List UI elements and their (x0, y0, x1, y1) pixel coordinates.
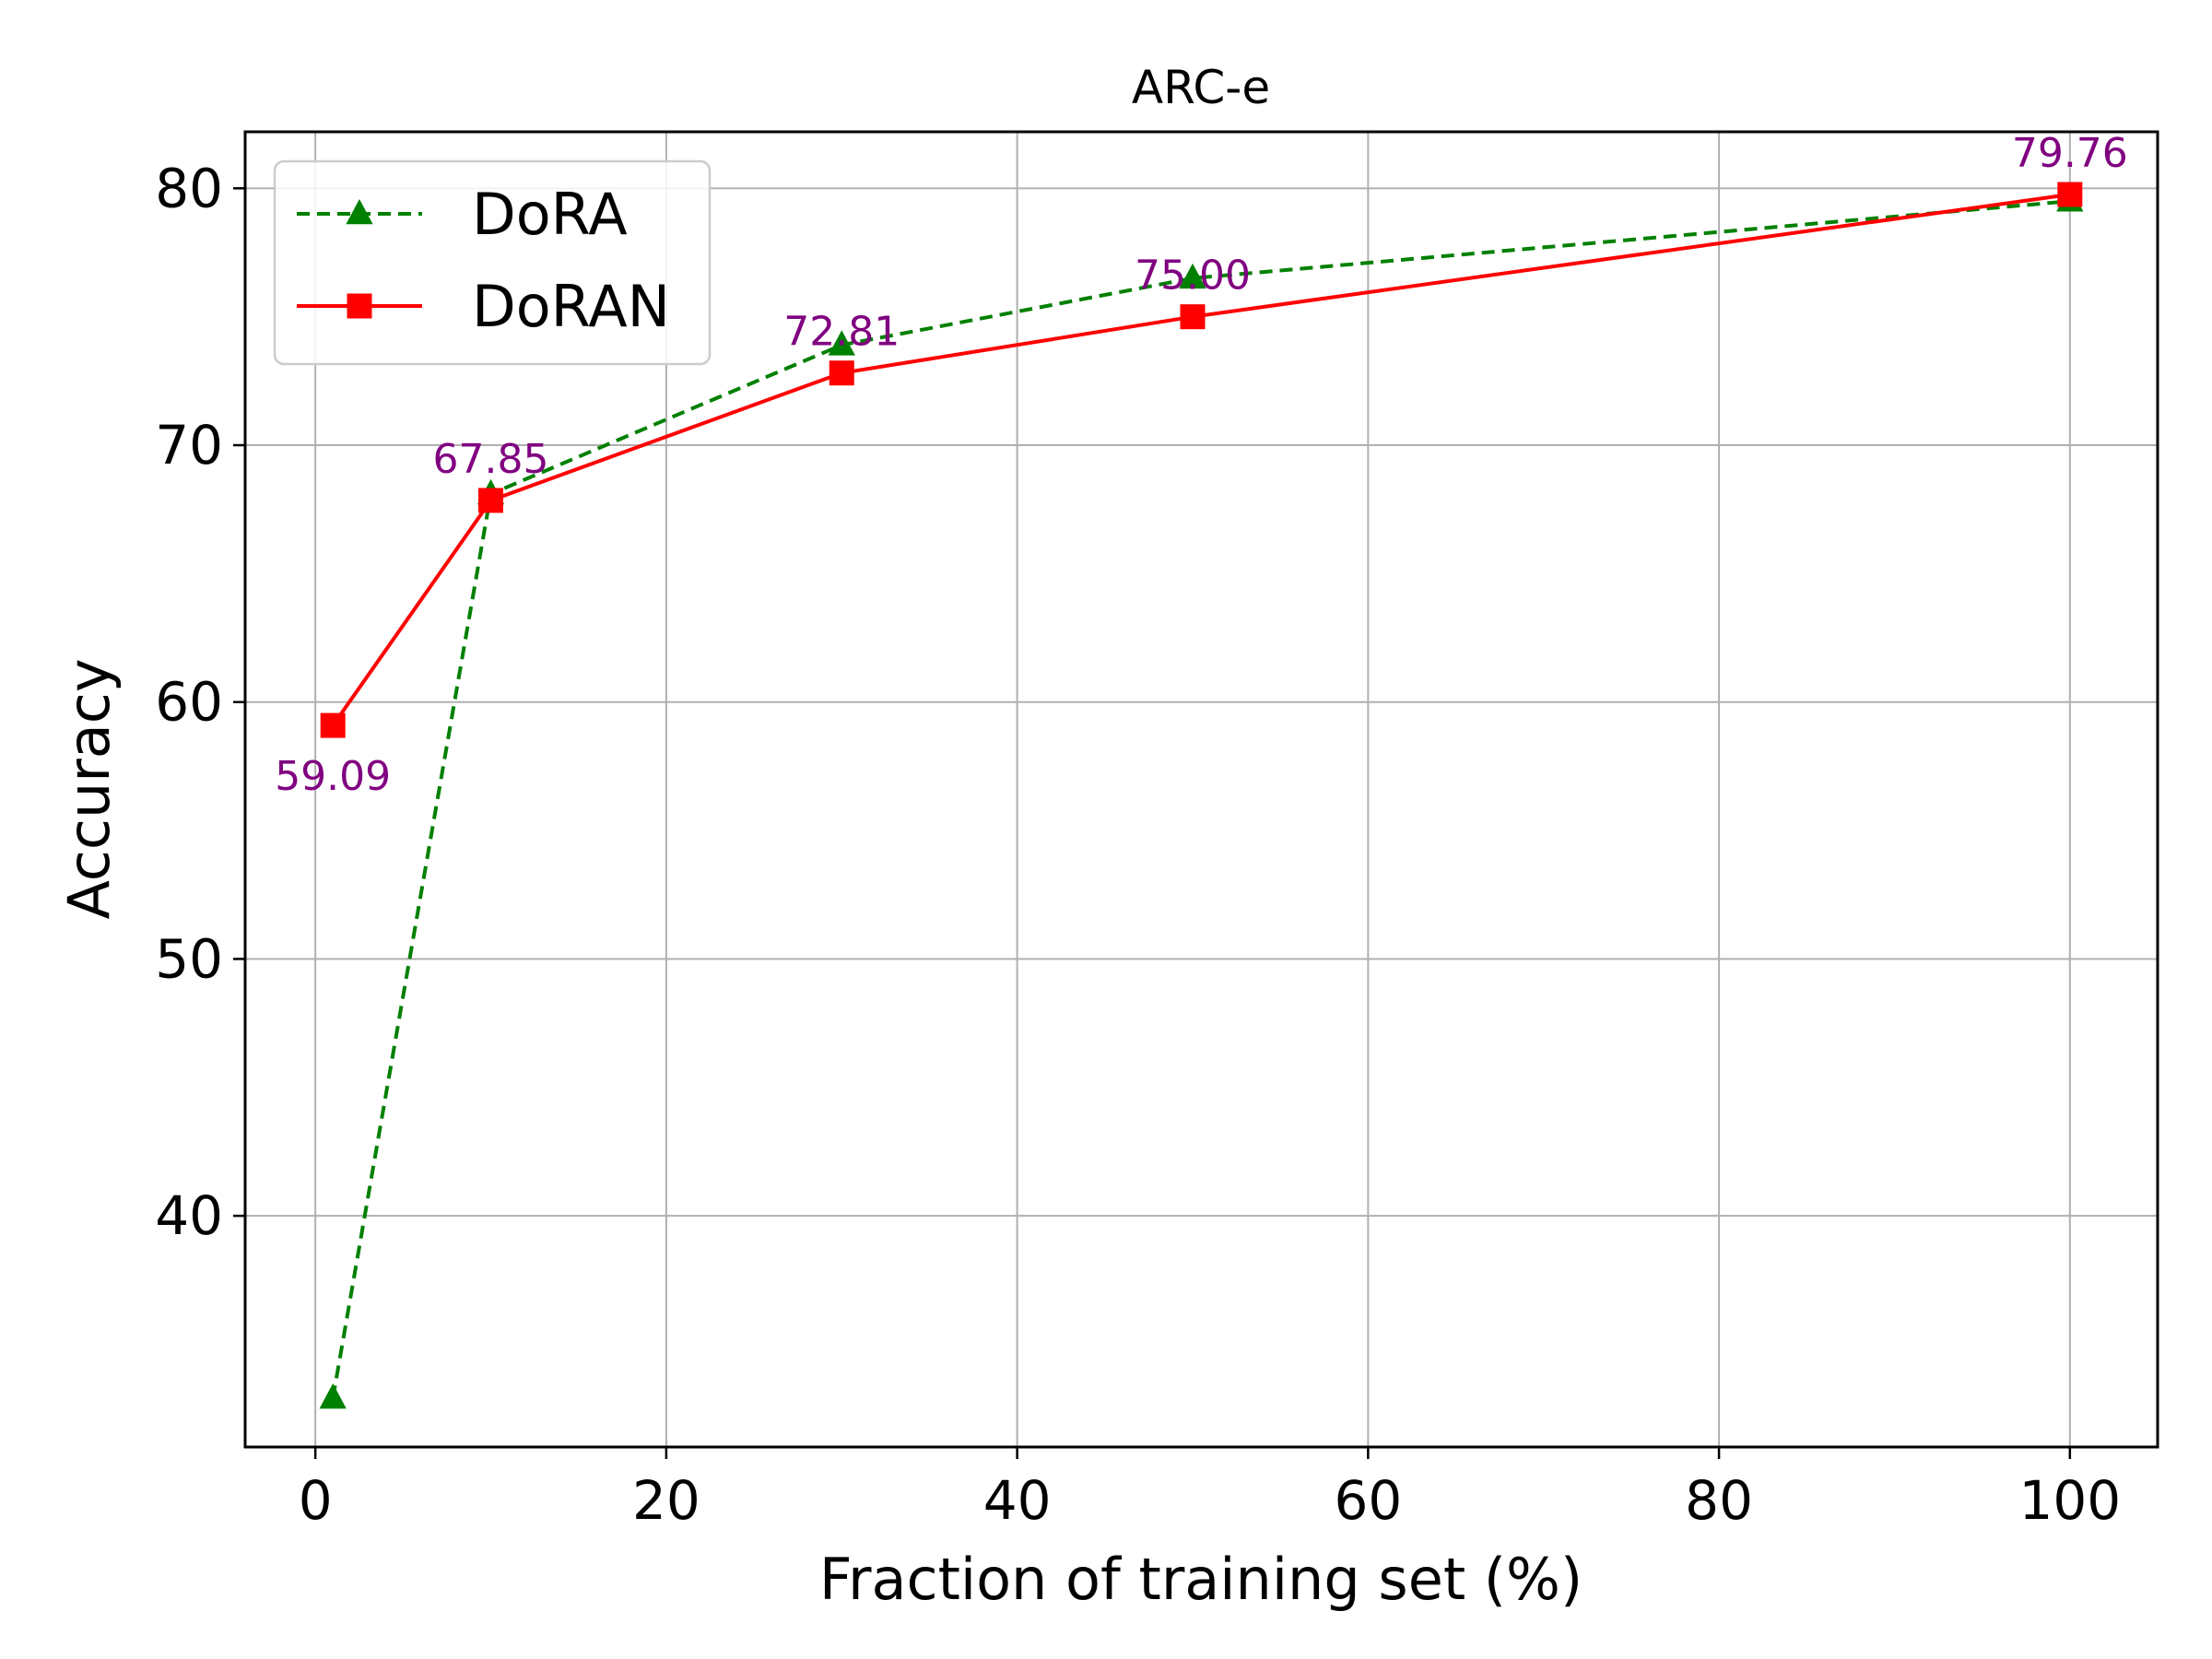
data-label: 59.09 (275, 753, 391, 800)
y-tick-label: 60 (155, 671, 223, 734)
legend-label-dora: DoRA (472, 181, 628, 248)
data-point-doran (829, 360, 854, 386)
legend-entries: DoRA DoRAN (297, 181, 670, 340)
grid (245, 132, 2158, 1447)
data-label: 79.76 (2012, 130, 2128, 177)
y-tick-label: 70 (155, 414, 223, 477)
data-point-doran (320, 712, 346, 738)
chart-title: ARC-e (1132, 61, 1270, 114)
data-labels: 59.09 67.85 72.81 75.00 79.76 (275, 130, 2128, 800)
legend: DoRA DoRAN (273, 159, 712, 366)
y-axis-label: Accuracy (55, 658, 123, 919)
data-point-doran (1180, 304, 1206, 330)
legend-label-doran: DoRAN (472, 273, 670, 340)
plot-frame (243, 130, 2159, 1449)
data-point-doran (2057, 182, 2083, 207)
x-tick-label: 40 (983, 1469, 1052, 1532)
x-tick-label: 0 (299, 1469, 333, 1532)
data-point-dora (828, 330, 855, 356)
x-tick-label: 80 (1685, 1469, 1753, 1532)
y-tick-label: 40 (155, 1184, 223, 1247)
data-point-doran (478, 488, 504, 513)
legend-marker-doran (347, 293, 372, 319)
x-tick-label: 60 (1334, 1469, 1402, 1532)
data-label: 75.00 (1135, 253, 1251, 300)
y-tick-label: 50 (155, 927, 223, 990)
x-tick-label: 20 (632, 1469, 700, 1532)
legend-marker-dora (346, 198, 373, 225)
y-tick-label: 80 (155, 157, 223, 219)
data-point-dora (1179, 263, 1206, 289)
x-tick-label: 100 (2018, 1469, 2121, 1532)
x-axis-label: Fraction of training set (%) (819, 1546, 1583, 1613)
data-label: 67.85 (433, 436, 549, 483)
series-markers (319, 182, 2084, 1409)
data-label: 72.81 (783, 309, 900, 356)
axis-ticks: 0 20 40 60 80 100 40 50 60 70 80 (155, 157, 2121, 1532)
data-point-dora (319, 1382, 347, 1409)
